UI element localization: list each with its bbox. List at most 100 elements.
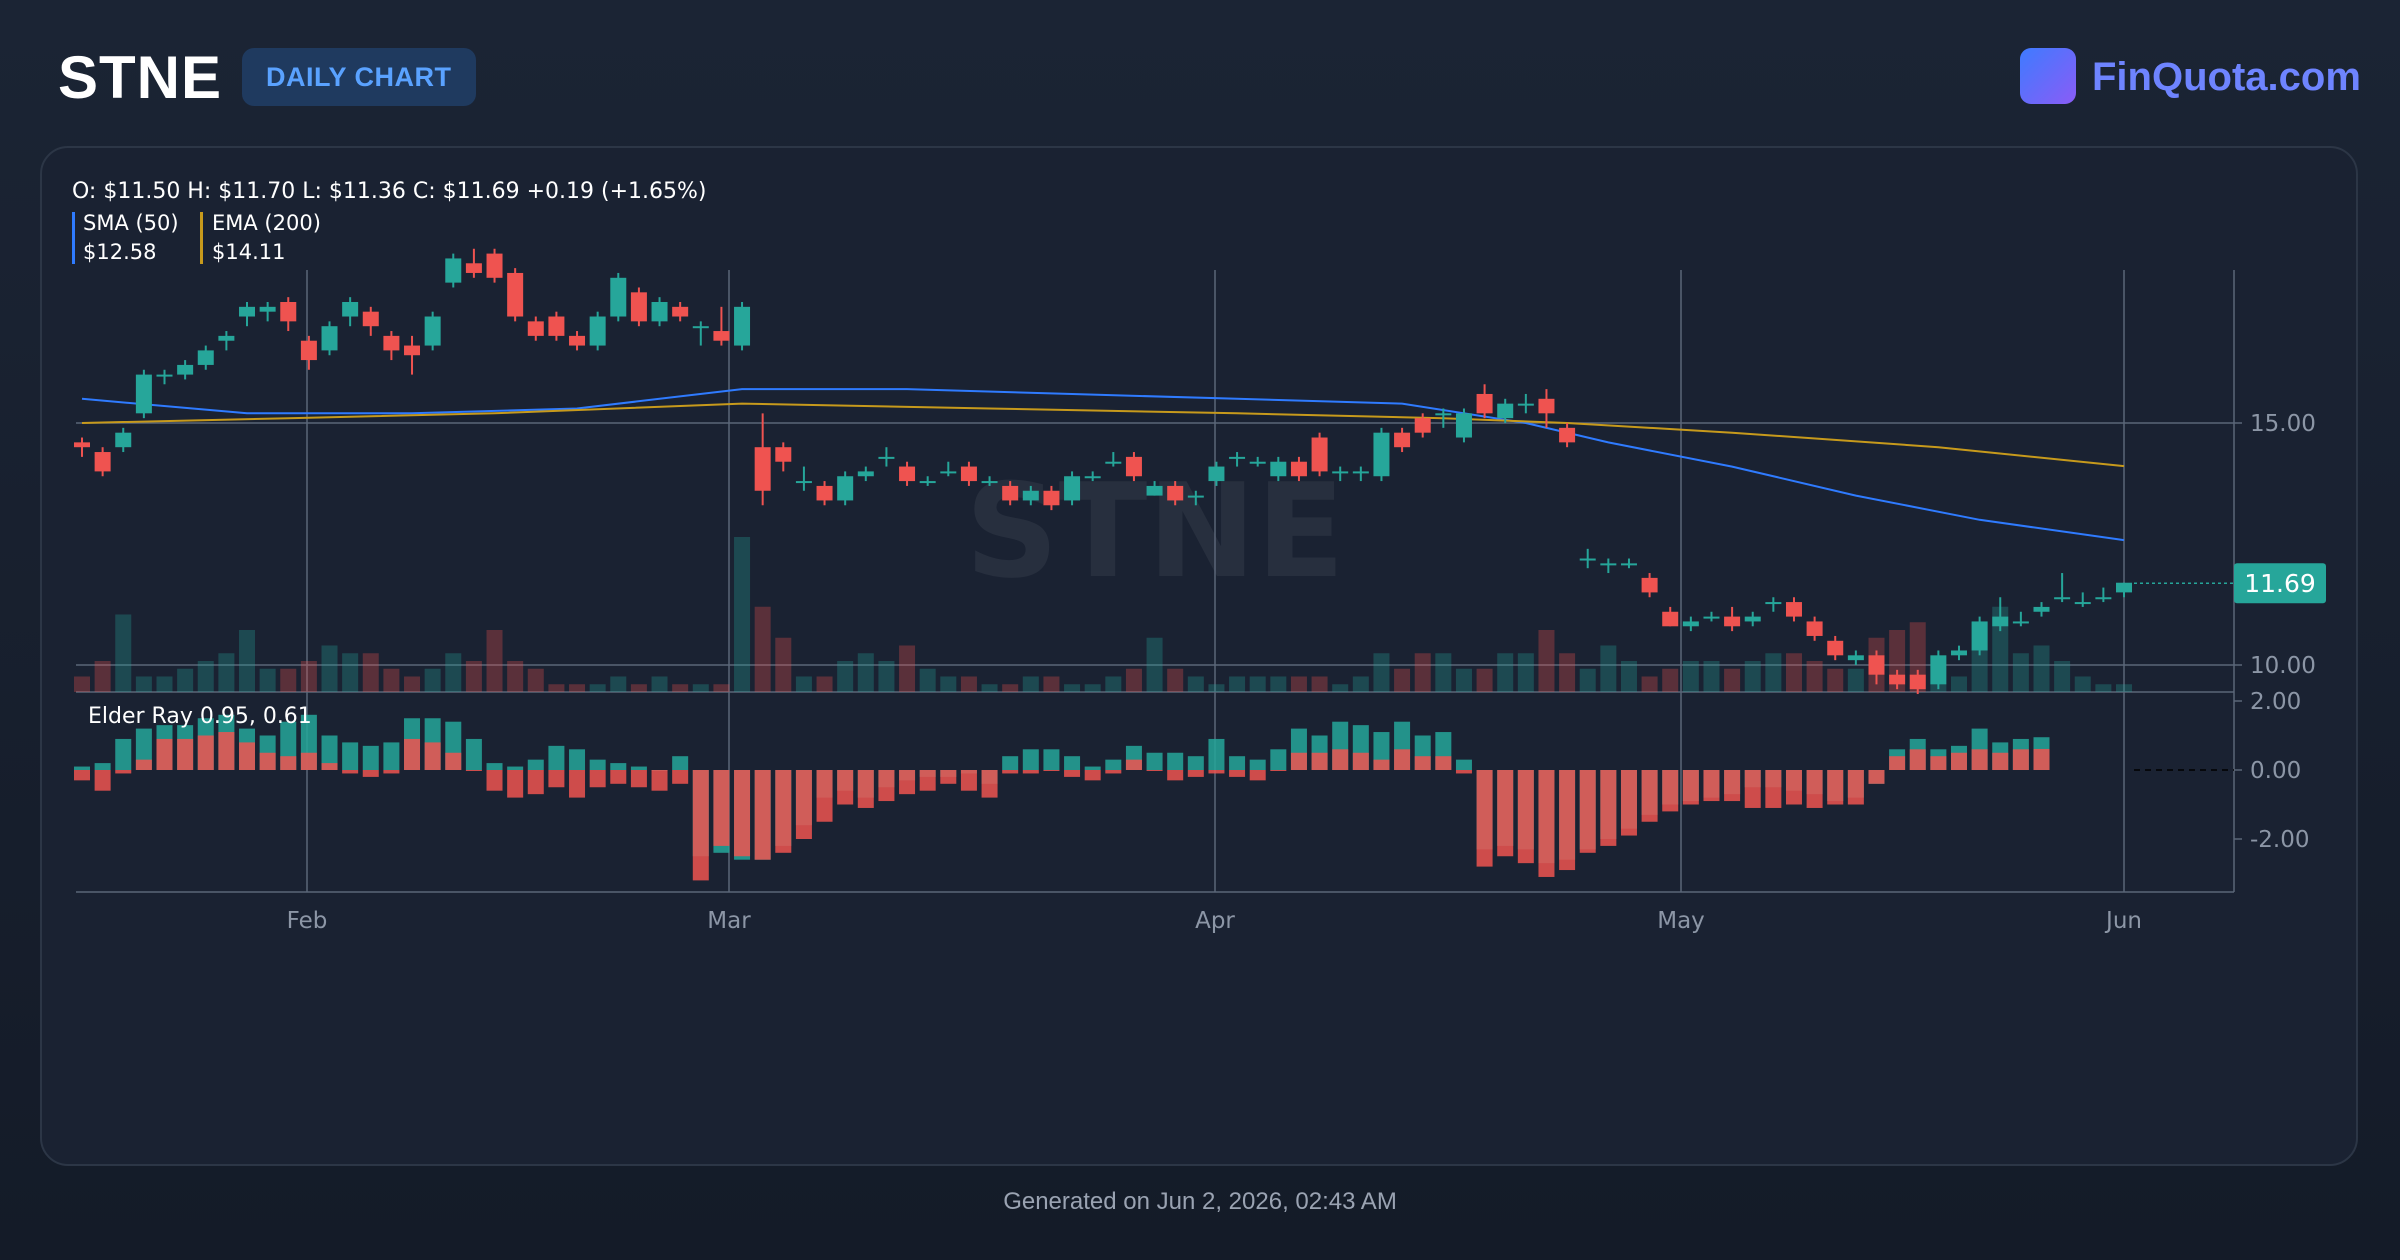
sma-legend-label: SMA (50) [83,211,179,235]
bear-power-bar [1971,749,1988,770]
volume-bar [651,676,668,692]
candle-body [2054,597,2071,600]
bear-power-bar [1332,749,1349,770]
candle-body [1352,471,1369,474]
elder-tick-label: 0.00 [2250,758,2301,784]
volume-bar [239,630,256,692]
bear-power-bar [1064,770,1081,777]
candle-body [1105,461,1122,464]
x-tick-label: Apr [1195,908,1235,934]
bull-power-bar [486,763,503,770]
volume-bar [775,637,792,692]
candle-body [630,292,647,322]
volume-bar [1187,676,1204,692]
candle-body [1600,563,1617,566]
bull-power-bar [507,766,524,770]
bear-power-bar [857,770,874,808]
volume-bar [115,614,132,692]
candle-body [115,432,132,448]
volume-bar [1105,676,1122,692]
bear-power-bar [1497,770,1514,857]
candle-body [1559,427,1576,443]
volume-bar [940,676,957,692]
candle-body [878,456,895,459]
candle-body [2095,597,2112,600]
bull-power-bar [1270,749,1287,770]
volume-bar [2033,645,2050,692]
bear-power-bar [548,770,565,788]
bear-power-bar [1084,770,1101,781]
ema-legend-swatch [200,212,203,264]
candle-body [1332,471,1349,474]
candle-body [1579,558,1596,561]
volume-bar [404,676,421,692]
bull-power-bar [569,749,586,770]
bear-power-bar [1435,756,1452,770]
bull-power-bar [1105,759,1122,770]
candle-body [1662,611,1679,627]
bear-power-bar [1476,770,1493,867]
candle-body [1373,432,1390,477]
candle-body [321,326,338,351]
candle-body [1022,490,1039,501]
volume-bar [527,668,544,692]
volume-bar [1744,661,1761,692]
bear-power-bar [424,742,441,770]
bull-power-bar [1249,759,1266,770]
brand[interactable]: FinQuota.com [2020,48,2361,106]
bull-power-bar [74,766,90,770]
candle-body [960,466,977,482]
candle-body [1930,655,1947,685]
volume-bar [857,653,874,692]
candle-body [1064,476,1081,501]
axes: Feb Mar Apr May Jun 15.00 10.00 2.00 0.00 -2.00 [287,411,2316,934]
sma-50-line [81,388,2125,542]
volume-bar [1538,630,1555,692]
volume-bar [1414,653,1431,692]
candle-body [899,466,916,482]
volume-bar [981,684,998,692]
bear-power-bar [1909,749,1926,770]
bear-power-bar [919,770,936,791]
ema-200-line [81,402,2125,468]
bull-power-bar [1002,756,1019,770]
bear-power-bar [218,732,235,770]
bear-power-bar [1125,759,1142,770]
volume-bar [362,653,379,692]
volume-bar [1559,653,1576,692]
volume-bar [486,630,503,692]
volume-bar [548,684,565,692]
volume-bar [878,661,895,692]
volume-bar [1064,684,1081,692]
volume-bar [342,653,359,692]
candle-body [1270,461,1287,477]
brand-name: FinQuota.com [2092,55,2361,99]
volume-bar [197,661,214,692]
bull-power-bar [630,766,647,770]
candle-body [1765,602,1782,605]
candle-body [651,302,668,322]
candle-body [1455,413,1472,438]
candle-body [1538,398,1555,414]
candle-body [1620,563,1637,566]
header: STNE DAILY CHART FinQuota.com [0,0,2400,140]
volume-bar [135,676,152,692]
candle-body [94,452,111,472]
bull-power-bar [1208,738,1225,770]
bear-power-bar [362,770,379,777]
candle-body [1146,485,1163,496]
candle-body [1043,490,1060,506]
bear-power-bar [1394,749,1411,770]
bull-power-bar [610,763,627,770]
volume-bar [630,684,647,692]
bull-power-bar [1455,759,1472,770]
bull-power-bar [465,738,482,770]
bear-power-bar [1950,752,1967,770]
bull-power-bar [342,742,359,770]
volume-bar [960,676,977,692]
bear-power-bar [383,770,400,774]
volume-bar [1827,668,1844,692]
candle-body [197,350,214,365]
candle-body [610,277,627,317]
